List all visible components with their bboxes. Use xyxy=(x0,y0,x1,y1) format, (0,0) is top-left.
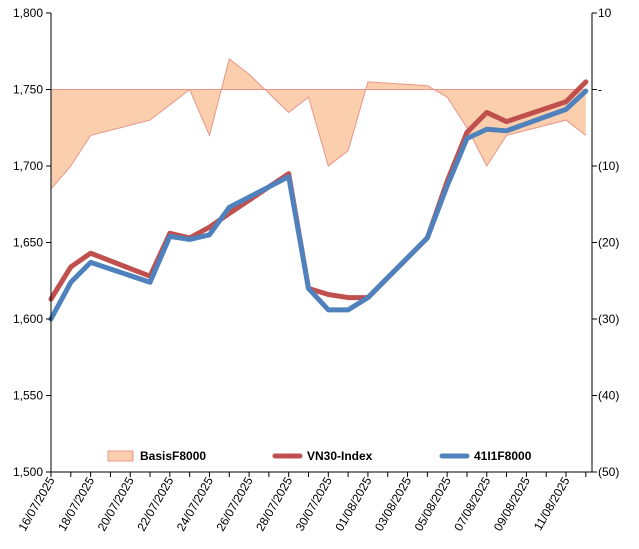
left-tick-label: 1,500 xyxy=(13,465,43,479)
right-tick-label: (10) xyxy=(598,159,619,173)
right-tick-label: (50) xyxy=(598,465,619,479)
basis-area xyxy=(51,58,586,189)
left-tick-label: 1,750 xyxy=(13,83,43,97)
legend-label-41i1f8000: 41I1F8000 xyxy=(474,449,532,463)
x-tick-label: 26/07/2025 xyxy=(214,474,256,533)
x-tick-label: 22/07/2025 xyxy=(134,474,176,533)
right-tick-label: (30) xyxy=(598,312,619,326)
legend: BasisF8000 VN30-Index 41I1F8000 xyxy=(107,449,532,463)
x-tick-label: 18/07/2025 xyxy=(55,474,97,533)
left-tick-label: 1,600 xyxy=(13,312,43,326)
legend-swatch-basisf8000 xyxy=(107,450,134,462)
right-tick-label: (40) xyxy=(598,389,619,403)
left-tick-label: 1,550 xyxy=(13,389,43,403)
x-tick-label: 07/08/2025 xyxy=(451,474,493,533)
right-tick-label: 10 xyxy=(598,6,612,20)
x-axis: 16/07/202518/07/202520/07/202522/07/2025… xyxy=(15,471,592,534)
left-tick-label: 1,650 xyxy=(13,236,43,250)
x-tick-label: 05/08/2025 xyxy=(412,474,454,533)
x-tick-label: 16/07/2025 xyxy=(15,474,57,533)
41i1f8000-line xyxy=(48,88,589,322)
right-tick-label: - xyxy=(598,83,602,97)
left-tick-label: 1,700 xyxy=(13,159,43,173)
x-tick-label: 03/08/2025 xyxy=(372,474,414,533)
right-tick-label: (20) xyxy=(598,236,619,250)
x-tick-label: 01/08/2025 xyxy=(332,474,374,533)
x-tick-label: 20/07/2025 xyxy=(95,474,137,533)
basis-area-outline xyxy=(50,58,587,190)
x-tick-label: 28/07/2025 xyxy=(253,474,295,533)
x-tick-label: 30/07/2025 xyxy=(293,474,335,533)
legend-label-vn30-index: VN30-Index xyxy=(307,449,373,463)
left-tick-label: 1,800 xyxy=(13,6,43,20)
left-axis: 1,500 1,550 1,600 1,650 1,700 1,750 1,800 xyxy=(13,6,52,479)
x-tick-label: 11/08/2025 xyxy=(531,474,573,533)
x-tick-label: 24/07/2025 xyxy=(174,474,216,533)
x-tick-label: 09/08/2025 xyxy=(491,474,533,533)
legend-label-basisf8000: BasisF8000 xyxy=(140,449,206,463)
plot-area xyxy=(48,58,589,322)
right-axis: 10 - (10) (20) (30) (40) (50) xyxy=(591,6,619,479)
